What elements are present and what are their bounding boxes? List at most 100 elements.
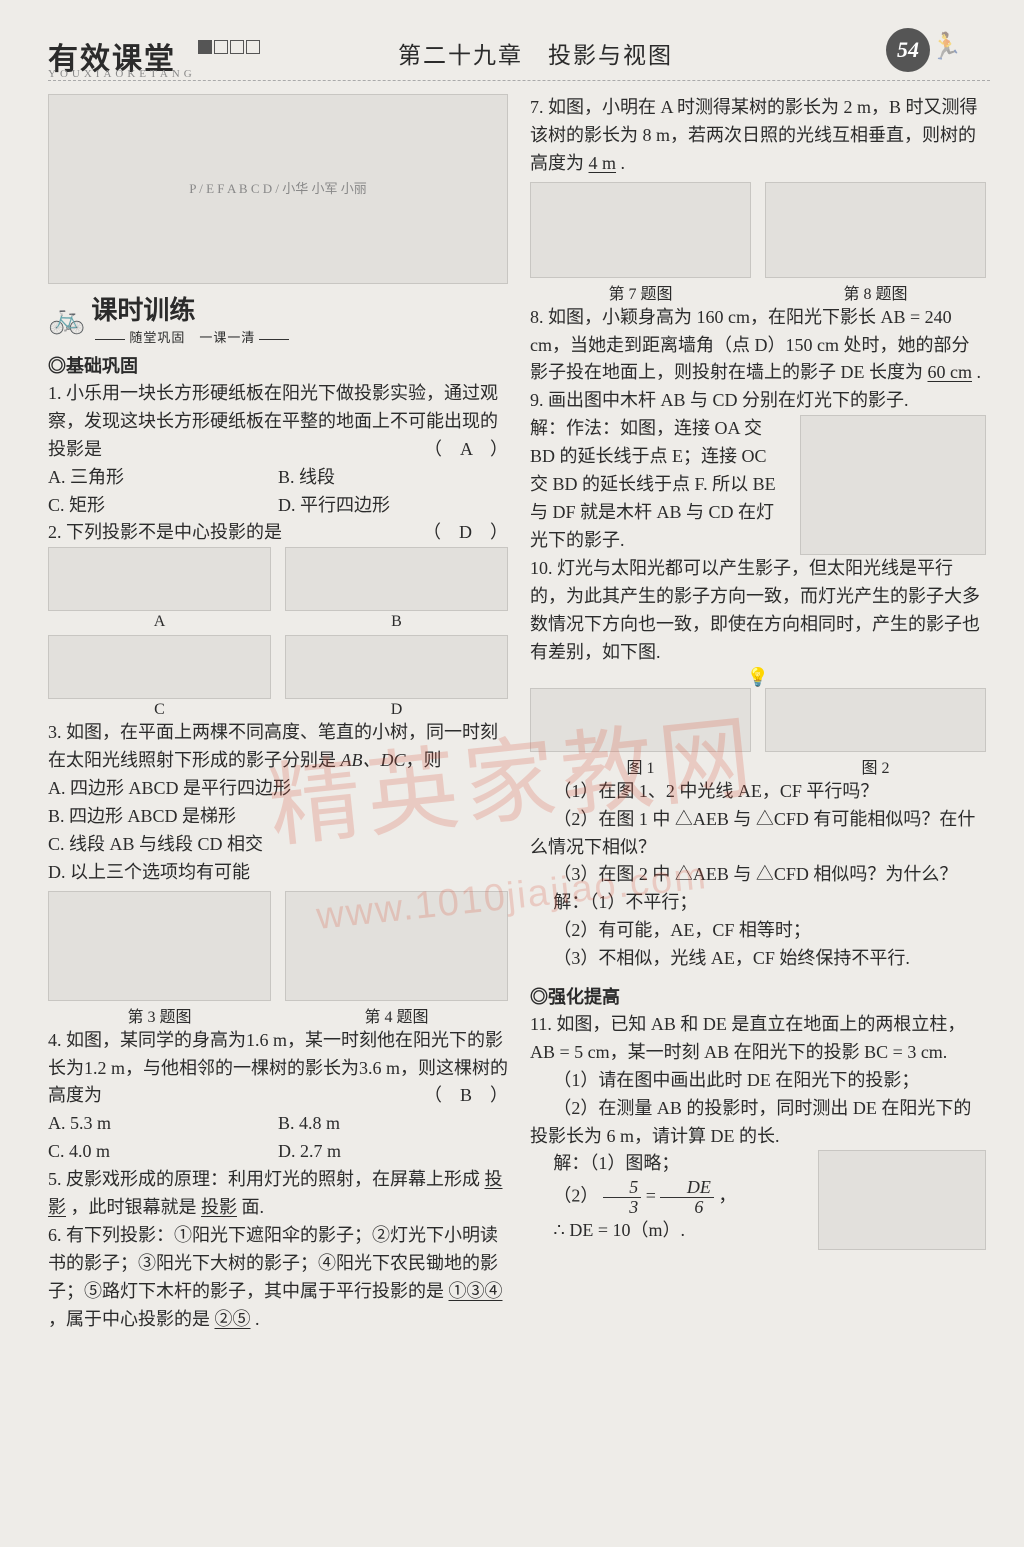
q3-opt-d: D. 以上三个选项均有可能 (48, 859, 508, 887)
page: 有效课堂 YOUXIAOKETANG 第二十九章 投影与视图 54 🏃 P / … (0, 0, 1024, 1547)
q5-p1: 5. 皮影戏形成的原理：利用灯光的照射，在屏幕上形成 (48, 1169, 485, 1189)
q3-stem2: AB、DC (341, 750, 406, 770)
q6-tail: . (251, 1309, 260, 1329)
q10-fig1 (530, 688, 751, 752)
q3-opt-a: A. 四边形 ABCD 是平行四边形 (48, 775, 508, 803)
q1: 1. 小乐用一块长方形硬纸板在阳光下做投影实验，通过观察，发现这块长方形硬纸板在… (48, 380, 508, 464)
subhead-qianghua: ◎强化提高 (530, 983, 986, 1009)
section-title: 课时训练 (91, 290, 293, 327)
q10-s1: 解：（1）不平行； (530, 889, 986, 917)
page-number-badge: 54 (886, 28, 930, 72)
q10-cap1: 图 1 (530, 754, 751, 778)
q3-fig (48, 891, 271, 1001)
q1-opt-b: B. 线段 (278, 464, 508, 492)
q8-tail: . (972, 362, 981, 382)
q2-cap-d: D (285, 701, 508, 719)
q3-stem3: ，则 (406, 750, 442, 770)
q3-opt-b: B. 四边形 ABCD 是梯形 (48, 803, 508, 831)
chapter-title: 第二十九章 投影与视图 (398, 36, 673, 70)
bicycle-icon: 🚲 (48, 301, 85, 336)
q2-cap-b: B (285, 613, 508, 631)
q7-ans: 4 m (589, 153, 617, 173)
q4-opt-b: B. 4.8 m (278, 1110, 508, 1138)
q10-p2: （2）在图 1 中 △AEB 与 △CFD 有可能相似吗？在什么情况下相似？ (530, 806, 986, 862)
q10-fig2 (765, 688, 986, 752)
q8-stem: 8. 如图，小颖身高为 160 cm，在阳光下影长 AB = 240 cm，当她… (530, 307, 969, 383)
q11-s3: ∴ DE = 10（m）. (530, 1217, 804, 1245)
q2-fig-d (285, 635, 508, 699)
q10-stem: 10. 灯光与太阳光都可以产生影子，但太阳光线是平行的，为此其产生的影子方向一致… (530, 555, 986, 667)
q10-p1: （1）在图 1、2 中光线 AE，CF 平行吗？ (530, 778, 986, 806)
q8-caption: 第 8 题图 (765, 280, 986, 304)
q9-body: 解：作法：如图，连接 OA 交 BD 的延长线于点 E；连接 OC 交 BD 的… (530, 415, 986, 555)
q10-figs: 图 1 图 2 (530, 688, 986, 778)
q2-cap-a: A (48, 613, 271, 631)
content-columns: P / E F A B C D / 小华 小军 小丽 🚲 课时训练 随堂巩固 一… (48, 94, 990, 1333)
right-column: 7. 如图，小明在 A 时测得某树的影长为 2 m，B 时又测得该树的影长为 8… (530, 94, 986, 1333)
q4-opt-d: D. 2.7 m (278, 1138, 508, 1166)
q4-answer-paren: （ B ） (424, 1082, 508, 1110)
q11-p2: （2）在测量 AB 的投影时，同时测出 DE 在阳光下的投影长为 6 m，请计算… (530, 1095, 986, 1151)
q6-stem: 6. 有下列投影：①阳光下遮阳伞的影子；②灯光下小明读书的影子；③阳光下大树的影… (48, 1225, 498, 1301)
q2-fig-b (285, 547, 508, 611)
q1-opt-d: D. 平行四边形 (278, 492, 508, 520)
q1-options: A. 三角形 B. 线段 C. 矩形 D. 平行四边形 (48, 464, 508, 520)
header-rule (48, 80, 990, 81)
q3-opt-c: C. 线段 AB 与线段 CD 相交 (48, 831, 508, 859)
q4-options: A. 5.3 m B. 4.8 m C. 4.0 m D. 2.7 m (48, 1110, 508, 1166)
q6: 6. 有下列投影：①阳光下遮阳伞的影子；②灯光下小明读书的影子；③阳光下大树的影… (48, 1222, 508, 1334)
q6-ans2: ②⑤ (215, 1309, 251, 1329)
q5-p3: 面. (237, 1197, 264, 1217)
q4-opt-a: A. 5.3 m (48, 1110, 278, 1138)
left-column: P / E F A B C D / 小华 小军 小丽 🚲 课时训练 随堂巩固 一… (48, 94, 508, 1333)
q2-cap-c: C (48, 701, 271, 719)
q2-fig-row1: A B (48, 547, 508, 631)
subhead-jichu: ◎基础巩固 (48, 352, 508, 378)
q9-fig (800, 415, 986, 555)
page-header: 有效课堂 YOUXIAOKETANG 第二十九章 投影与视图 54 🏃 (48, 28, 990, 84)
q11-sol-row: 解：（1）图略； （2） 53 = DE6 ， ∴ DE = 10（m）. (530, 1150, 986, 1250)
q7q8-figs: 第 7 题图 第 8 题图 (530, 182, 986, 304)
brand-boxes (198, 40, 260, 54)
q7-fig (530, 182, 751, 278)
q9-stem: 9. 画出图中木杆 AB 与 CD 分别在灯光下的影子. (530, 387, 986, 415)
q10-cap2: 图 2 (765, 754, 986, 778)
q1-opt-c: C. 矩形 (48, 492, 278, 520)
q3: 3. 如图，在平面上两棵不同高度、笔直的小树，同一时刻在太阳光线照射下形成的影子… (48, 719, 508, 775)
q2-fig-c (48, 635, 271, 699)
q5-ans2: 投影 (201, 1197, 237, 1217)
fig-perspective-people: P / E F A B C D / 小华 小军 小丽 (48, 94, 508, 284)
q4-opt-c: C. 4.0 m (48, 1138, 278, 1166)
q11-fig (818, 1150, 986, 1250)
q3q4-figs: 第 3 题图 第 4 题图 (48, 891, 508, 1027)
q4-caption: 第 4 题图 (285, 1003, 508, 1027)
q1-answer-paren: （ A ） (424, 436, 508, 464)
section-keshixunlian: 🚲 课时训练 随堂巩固 一课一清 (48, 290, 508, 346)
q2-fig-a (48, 547, 271, 611)
q11-s2: （2） 53 = DE6 ， (530, 1178, 804, 1217)
section-subtitle: 随堂巩固 一课一清 (91, 327, 293, 346)
q10-lamp-icon: 💡 (530, 667, 986, 688)
q2-answer-paren: （ D ） (423, 519, 508, 547)
q2-stem: 2. 下列投影不是中心投影的是 (48, 522, 282, 542)
q7-tail: . (616, 153, 625, 173)
q11-p1: （1）请在图中画出此时 DE 在阳光下的投影； (530, 1067, 986, 1095)
q10-s2: （2）有可能，AE，CF 相等时； (530, 917, 986, 945)
runner-icon: 🏃 (930, 32, 990, 66)
q8-fig (765, 182, 986, 278)
q11-stem: 11. 如图，已知 AB 和 DE 是直立在地面上的两根立柱，AB = 5 cm… (530, 1011, 986, 1067)
q1-opt-a: A. 三角形 (48, 464, 278, 492)
q10-p3: （3）在图 2 中 △AEB 与 △CFD 相似吗？为什么？ (530, 861, 986, 889)
q2-fig-row2: C D (48, 635, 508, 719)
q5-p2: ，此时银幕就是 (66, 1197, 201, 1217)
q9-solution: 解：作法：如图，连接 OA 交 BD 的延长线于点 E；连接 OC 交 BD 的… (530, 415, 786, 555)
q10-s3: （3）不相似，光线 AE，CF 始终保持不平行. (530, 945, 986, 973)
q2: 2. 下列投影不是中心投影的是 （ D ） (48, 519, 508, 547)
q6-mid: ，属于中心投影的是 (48, 1309, 215, 1329)
q4: 4. 如图，某同学的身高为1.6 m，某一时刻他在阳光下的影长为1.2 m，与他… (48, 1027, 508, 1111)
q3-caption: 第 3 题图 (48, 1003, 271, 1027)
q11-s1: 解：（1）图略； (530, 1150, 804, 1178)
brand-pinyin: YOUXIAOKETANG (48, 68, 196, 80)
q8-ans: 60 cm (928, 362, 973, 382)
q7-caption: 第 7 题图 (530, 280, 751, 304)
